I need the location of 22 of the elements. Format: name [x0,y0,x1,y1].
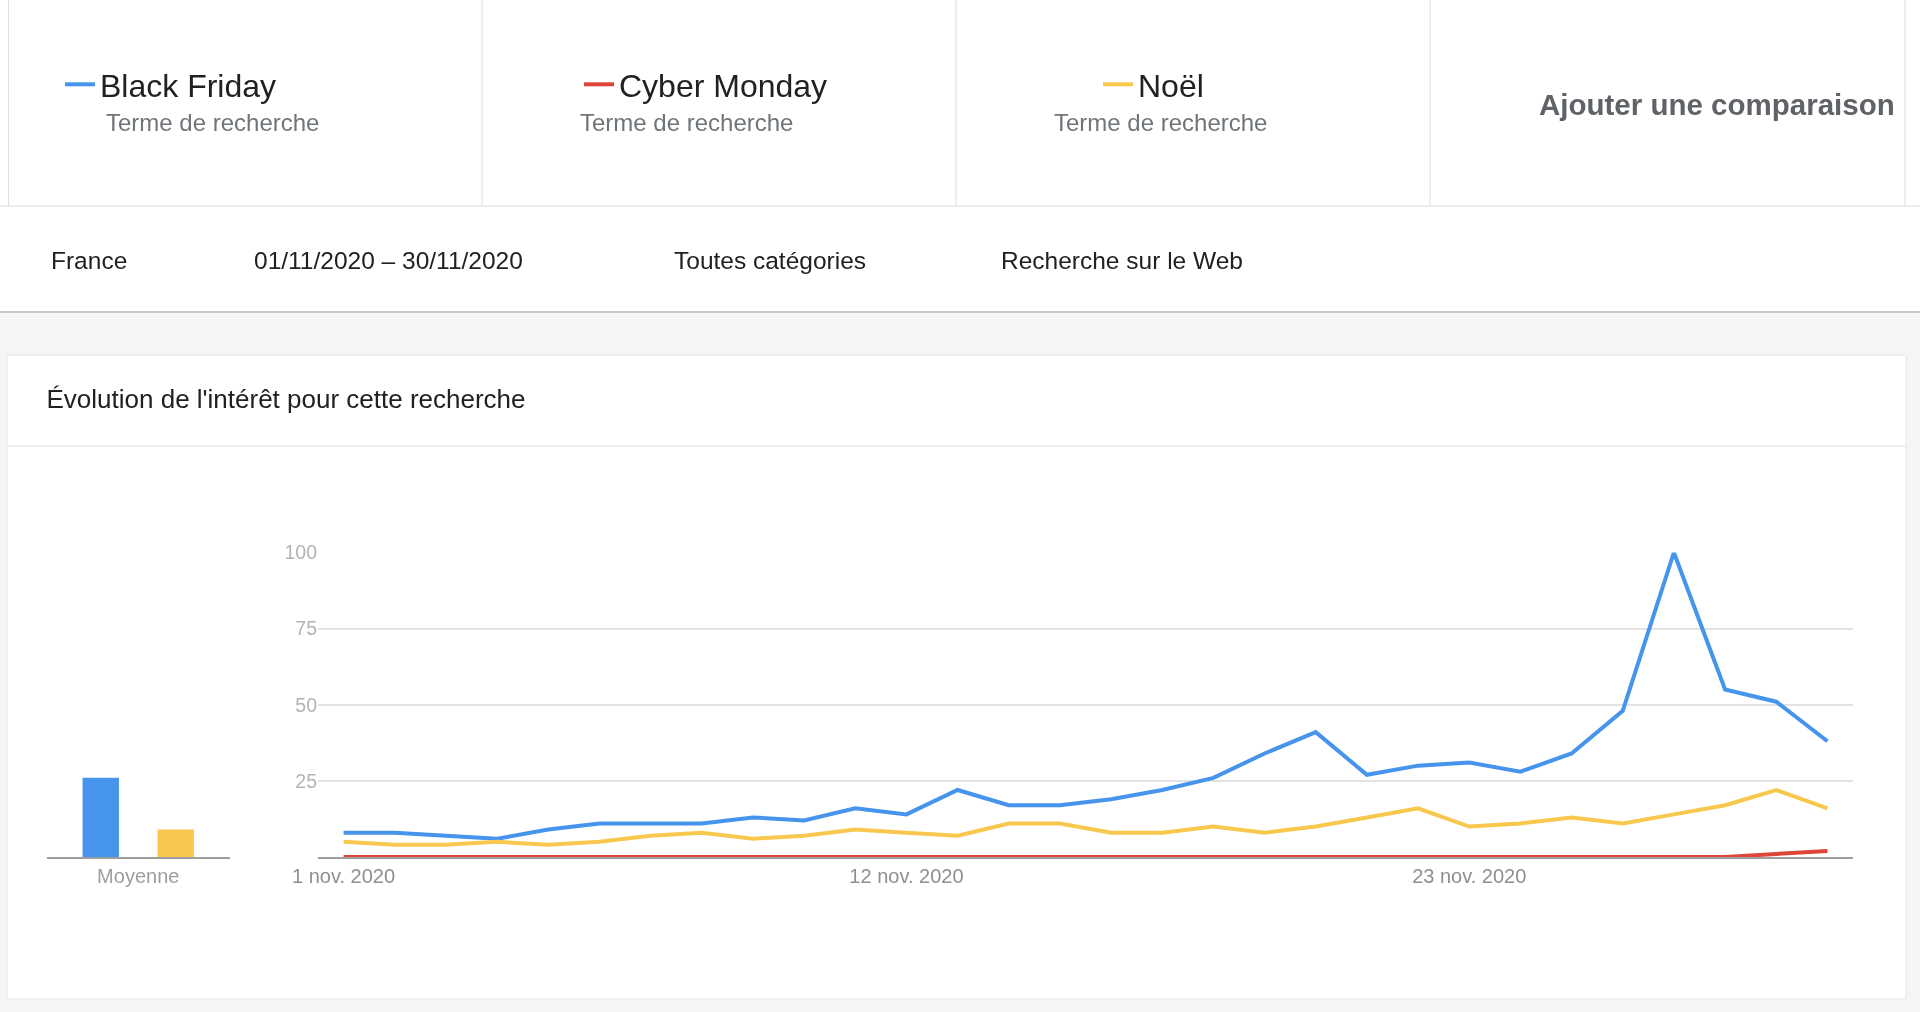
y-tick-label: 75 [295,617,318,640]
line-series [341,552,1830,841]
line-series [341,788,1830,847]
y-tick-label: 25 [295,769,318,792]
text: Ajouter une comparaison [1539,88,1895,121]
text: Terme de recherche [580,109,794,136]
chart-title: Évolution de l'intérêt pour cette recherche [46,384,526,415]
x-tick-label: 1 nov. 2020 [292,865,396,887]
text: Recherche sur le Web [1001,247,1243,274]
x-tick-label: 12 nov. 2020 [849,865,964,887]
legend-label: Cyber Monday [619,67,828,104]
legend-label: Noël [1138,67,1204,104]
text: 01/11/2020 – 30/11/2020 [254,247,523,274]
y-tick-label: 100 [284,541,318,564]
text: France [51,247,128,274]
text: Terme de recherche [1054,109,1268,136]
legend-label: Black Friday [100,67,277,104]
text: Toutes catégories [674,247,867,274]
x-tick-label: Moyenne [97,865,180,887]
x-tick-label: 23 nov. 2020 [1412,865,1527,887]
y-tick-label: 50 [295,693,318,716]
text: Terme de recherche [106,109,320,136]
